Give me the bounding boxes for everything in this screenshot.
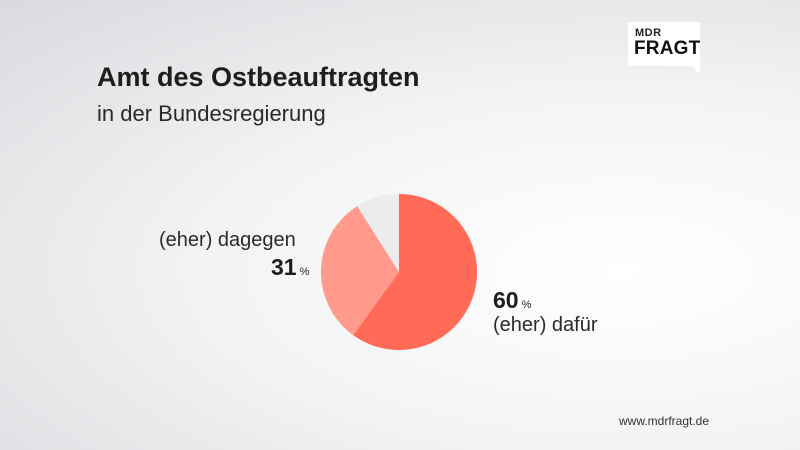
label-dafuer-unit: % bbox=[521, 299, 532, 311]
label-dafuer-text: (eher) dafür bbox=[493, 314, 598, 336]
label-dagegen-unit: % bbox=[299, 266, 310, 278]
label-dafuer-number: 60 bbox=[493, 287, 519, 313]
label-dafuer-value: 60% bbox=[493, 287, 531, 314]
logo-tail bbox=[692, 66, 700, 74]
label-dagegen-text: (eher) dagegen bbox=[159, 229, 296, 251]
mdr-fragt-logo: MDR FRAGT bbox=[628, 22, 701, 74]
label-dagegen-value: 31% bbox=[271, 254, 309, 281]
chart-subtitle: in der Bundesregierung bbox=[97, 101, 326, 126]
pie-slice-eher-dafür bbox=[353, 194, 478, 351]
label-dagegen-number: 31 bbox=[271, 254, 297, 280]
footer-url: www.mdrfragt.de bbox=[619, 414, 710, 428]
logo-line-1: MDR bbox=[635, 27, 662, 39]
logo-line-2: FRAGT bbox=[634, 38, 701, 59]
pie-slice-eher-dagegen bbox=[320, 206, 399, 336]
pie-slice-other bbox=[357, 194, 399, 272]
chart-title: Amt des Ostbeauftragten bbox=[97, 62, 420, 92]
